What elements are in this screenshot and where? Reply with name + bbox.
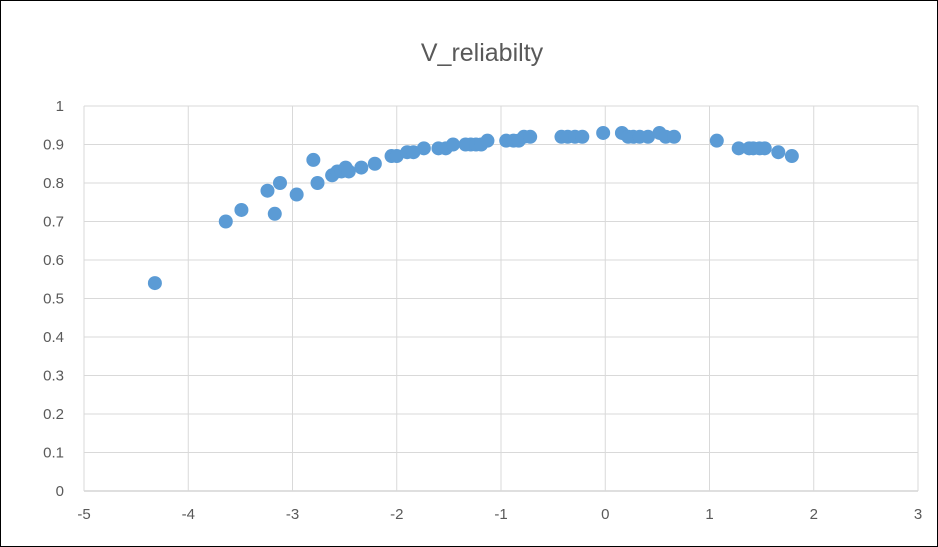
grid — [83, 105, 919, 492]
y-tick-label: 0.9 — [43, 137, 64, 154]
data-point — [640, 129, 655, 144]
data-point — [667, 129, 682, 144]
x-tick-label: -5 — [77, 506, 90, 523]
data-point — [306, 152, 321, 167]
data-point — [709, 133, 724, 148]
x-tick-label: -3 — [286, 506, 299, 523]
y-tick-label: 0.2 — [43, 406, 64, 423]
data-point — [267, 206, 282, 221]
y-tick-label: 0.6 — [43, 252, 64, 269]
x-tick-label: -2 — [390, 506, 403, 523]
data-point — [341, 164, 356, 179]
x-tick-label: -1 — [494, 506, 507, 523]
data-point — [523, 129, 538, 144]
x-tick-label: 3 — [914, 506, 922, 523]
y-tick-label: 0.7 — [43, 214, 64, 231]
x-tick-label: 0 — [601, 506, 609, 523]
data-point — [771, 145, 786, 160]
y-tick-label: 0.1 — [43, 445, 64, 462]
data-point — [289, 187, 304, 202]
y-tick-label: 0.4 — [43, 329, 64, 346]
data-point — [218, 214, 233, 229]
data-point — [757, 141, 772, 156]
data-point — [367, 156, 382, 171]
y-tick-label: 0.8 — [43, 175, 64, 192]
data-point — [575, 129, 590, 144]
data-point — [234, 202, 249, 217]
x-tick-label: 1 — [705, 506, 713, 523]
data-point — [416, 141, 431, 156]
data-point — [784, 149, 799, 164]
y-tick-label: 1 — [56, 98, 64, 115]
data-point — [147, 276, 162, 291]
data-point — [310, 176, 325, 190]
y-tick-label: 0 — [56, 483, 64, 500]
x-tick-label: 2 — [810, 506, 818, 523]
data-point — [480, 133, 495, 148]
data-points — [147, 125, 799, 291]
y-tick-label: 0.3 — [43, 368, 64, 385]
data-point — [731, 141, 746, 156]
data-point — [260, 183, 275, 198]
chart-title: V_reliabilty — [421, 39, 544, 67]
data-point — [596, 125, 611, 140]
data-point — [354, 160, 369, 175]
y-tick-label: 0.5 — [43, 291, 64, 308]
data-point — [272, 176, 287, 190]
x-tick-label: -4 — [182, 506, 195, 523]
data-point — [446, 137, 461, 152]
tick-labels: 0 0.1 0.2 0.3 0.4 0.5 0.6 0.7 0.8 0.9 1 -5 -4 -3 -2 -1 0… — [43, 98, 922, 523]
